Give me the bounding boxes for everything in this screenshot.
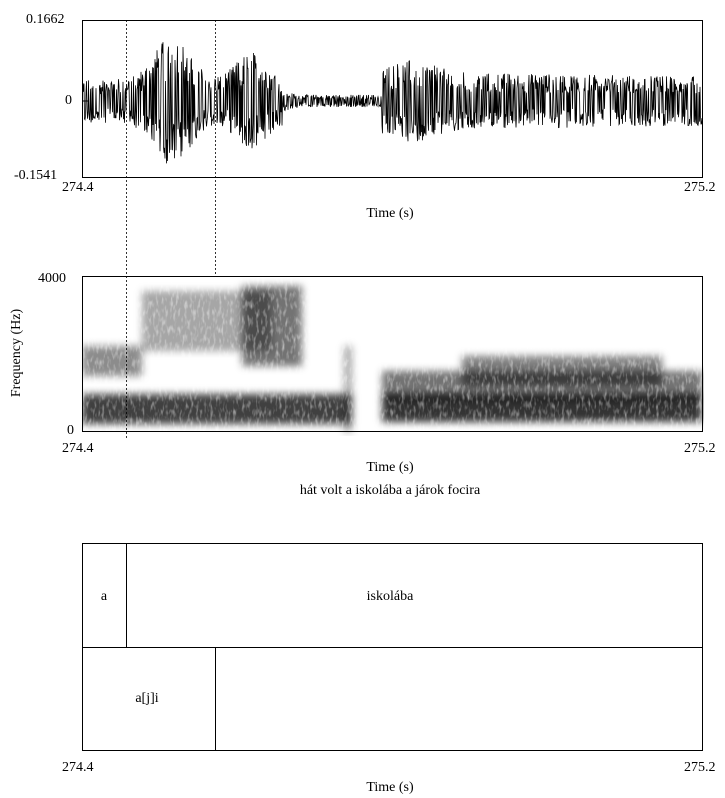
textgrid-xend-label: 275.2: [684, 760, 716, 775]
waveform-zero-label: 0: [65, 93, 72, 108]
tier1-segment-iskolaba: iskolába: [366, 589, 414, 604]
spectrogram-xend-label: 275.2: [684, 441, 716, 456]
sentence-transcript: hát volt a iskolába a járok focira: [299, 483, 481, 498]
waveform-xend-label: 275.2: [684, 180, 716, 195]
tier1-segment-a: a: [100, 589, 108, 604]
waveform-ymax-label: 0.1662: [26, 12, 65, 27]
waveform-ymin-label: -0.1541: [14, 168, 58, 183]
spectrogram-xaxis-label: Time (s): [366, 460, 414, 475]
spectrogram-plot: [82, 276, 703, 432]
waveform-xstart-label: 274.4: [62, 180, 94, 195]
spectrogram-xstart-label: 274.4: [62, 441, 94, 456]
spectrogram-ymin-label: 0: [67, 423, 74, 438]
spectrogram-ymax-label: 4000: [38, 271, 66, 286]
waveform-plot: [82, 20, 703, 178]
textgrid-tiers: [82, 543, 703, 751]
waveform-trace: [82, 42, 703, 164]
waveform-xaxis-label: Time (s): [366, 206, 414, 221]
tier2-segment-aji: a[j]i: [135, 691, 159, 706]
textgrid-xstart-label: 274.4: [62, 760, 94, 775]
textgrid-xaxis-label: Time (s): [366, 780, 414, 795]
